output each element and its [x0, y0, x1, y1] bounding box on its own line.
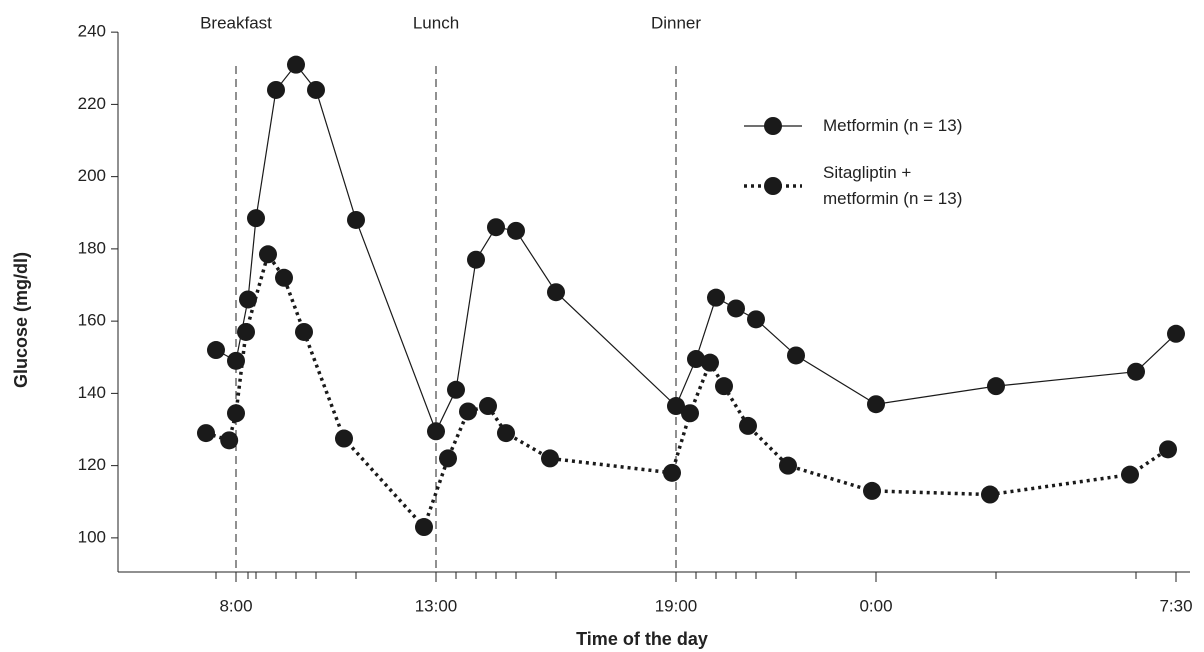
data-point — [287, 55, 305, 74]
data-point — [227, 404, 245, 423]
y-tick-label: 100 — [78, 527, 106, 546]
data-point — [479, 397, 497, 416]
data-point — [663, 463, 681, 482]
x-axis-label: Time of the day — [576, 629, 708, 649]
legend-marker — [764, 177, 782, 195]
data-point — [467, 250, 485, 269]
data-point — [727, 299, 745, 318]
legend-label: Metformin (n = 13) — [823, 116, 963, 135]
data-point — [267, 80, 285, 99]
data-point — [779, 456, 797, 475]
y-tick-label: 180 — [78, 238, 106, 257]
data-point — [1127, 362, 1145, 381]
data-point — [541, 449, 559, 468]
x-tick-label: 13:00 — [415, 596, 458, 615]
data-point — [439, 449, 457, 468]
data-point — [207, 341, 225, 360]
data-point — [307, 80, 325, 99]
data-point — [1167, 324, 1185, 343]
legend-label: Sitagliptin + metformin (n = 13) — [823, 163, 963, 208]
meal-label: Dinner — [651, 13, 701, 32]
data-point — [987, 377, 1005, 396]
data-point — [335, 429, 353, 448]
data-point — [237, 322, 255, 341]
data-point — [747, 310, 765, 329]
y-tick-label: 240 — [78, 22, 106, 41]
data-point — [427, 422, 445, 441]
y-tick-label: 200 — [78, 166, 106, 185]
data-point — [197, 424, 215, 443]
data-point — [497, 424, 515, 443]
data-point — [867, 395, 885, 414]
data-point — [1121, 465, 1139, 484]
data-point — [295, 322, 313, 341]
data-point — [681, 404, 699, 423]
meal-label: Lunch — [413, 13, 459, 32]
legend-marker — [764, 117, 782, 135]
data-point — [715, 377, 733, 396]
y-tick-label: 160 — [78, 311, 106, 330]
data-point — [707, 288, 725, 307]
x-tick-label: 19:00 — [655, 596, 698, 615]
data-point — [247, 209, 265, 228]
data-point — [459, 402, 477, 421]
y-tick-label: 220 — [78, 94, 106, 113]
y-tick-label: 120 — [78, 455, 106, 474]
data-point — [507, 221, 525, 240]
data-point — [547, 283, 565, 302]
x-tick-label: 8:00 — [219, 596, 252, 615]
data-point — [687, 350, 705, 369]
meal-label: Breakfast — [200, 13, 272, 32]
data-point — [447, 380, 465, 399]
data-point — [487, 218, 505, 237]
data-point — [667, 397, 685, 416]
data-point — [415, 518, 433, 537]
y-axis-label: Glucose (mg/dl) — [11, 252, 31, 388]
x-tick-label: 7:30 — [1159, 596, 1192, 615]
data-point — [259, 245, 277, 264]
x-tick-label: 0:00 — [859, 596, 892, 615]
data-point — [275, 268, 293, 287]
data-point — [220, 431, 239, 450]
data-point — [981, 485, 999, 504]
data-point — [787, 346, 805, 365]
data-point — [1159, 440, 1177, 459]
y-tick-label: 140 — [78, 383, 106, 402]
data-point — [701, 353, 719, 372]
data-point — [863, 481, 881, 500]
data-point — [739, 416, 757, 435]
series-line — [215, 63, 1177, 433]
data-point — [347, 210, 365, 229]
series-line — [205, 250, 1169, 531]
